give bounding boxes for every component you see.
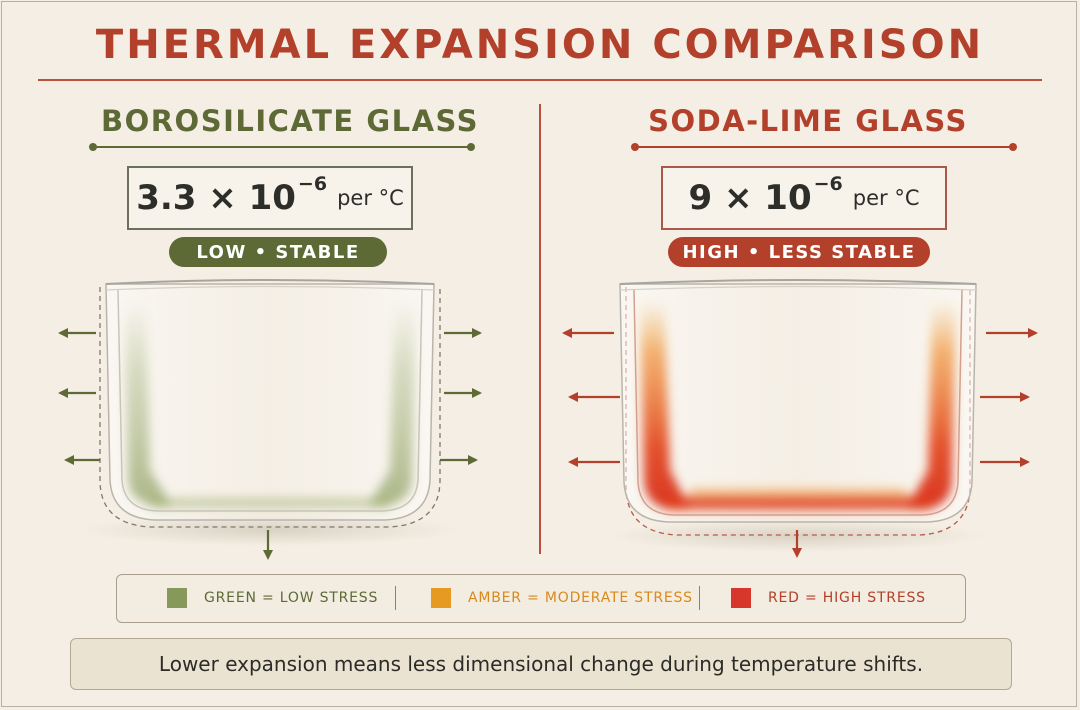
- green-swatch: [167, 588, 187, 608]
- panel-rule-soda-lime: [631, 143, 1017, 151]
- legend-label-green: GREEN = LOW STRESS: [204, 590, 379, 606]
- legend-separator: [395, 586, 396, 610]
- panel-title-borosilicate: BOROSILICATE GLASS: [100, 104, 480, 138]
- coefficient-unit: per °C: [337, 186, 404, 210]
- panel-title-soda-lime: SODA-LIME GLASS: [648, 104, 968, 138]
- legend-item-amber: AMBER = MODERATE STRESS: [431, 575, 693, 621]
- legend-separator: [699, 586, 700, 610]
- expansion-arrow-icon: [562, 328, 1038, 558]
- center-divider: [539, 104, 541, 554]
- panel-rule-borosilicate: [89, 143, 475, 151]
- coefficient-mantissa: 9 × 10: [688, 178, 812, 218]
- borosilicate-dish: [80, 279, 460, 546]
- legend-item-red: RED = HIGH STRESS: [731, 575, 926, 621]
- red-swatch: [731, 588, 751, 608]
- coefficient-box-soda-lime: 9 × 10 −6 per °C: [661, 166, 947, 230]
- legend-item-green: GREEN = LOW STRESS: [167, 575, 378, 621]
- stability-badge-borosilicate: LOW • STABLE: [169, 237, 387, 267]
- coefficient-mantissa: 3.3 × 10: [136, 178, 296, 218]
- coefficient-box-borosilicate: 3.3 × 10 −6 per °C: [127, 166, 413, 230]
- coefficient-unit: per °C: [852, 186, 920, 210]
- stability-badge-soda-lime: HIGH • LESS STABLE: [668, 237, 930, 267]
- soda-lime-dish: [607, 279, 987, 552]
- legend-label-red: RED = HIGH STRESS: [768, 590, 926, 606]
- legend-label-amber: AMBER = MODERATE STRESS: [468, 590, 693, 606]
- title-rule: [38, 79, 1042, 81]
- amber-swatch: [431, 588, 451, 608]
- expansion-arrow-icon: [58, 328, 482, 560]
- footnote: Lower expansion means less dimensional c…: [70, 638, 1012, 690]
- coefficient-exponent: −6: [297, 173, 328, 195]
- stress-legend: GREEN = LOW STRESS AMBER = MODERATE STRE…: [116, 574, 966, 623]
- page-title: THERMAL EXPANSION COMPARISON: [95, 22, 985, 68]
- coefficient-exponent: −6: [813, 173, 843, 195]
